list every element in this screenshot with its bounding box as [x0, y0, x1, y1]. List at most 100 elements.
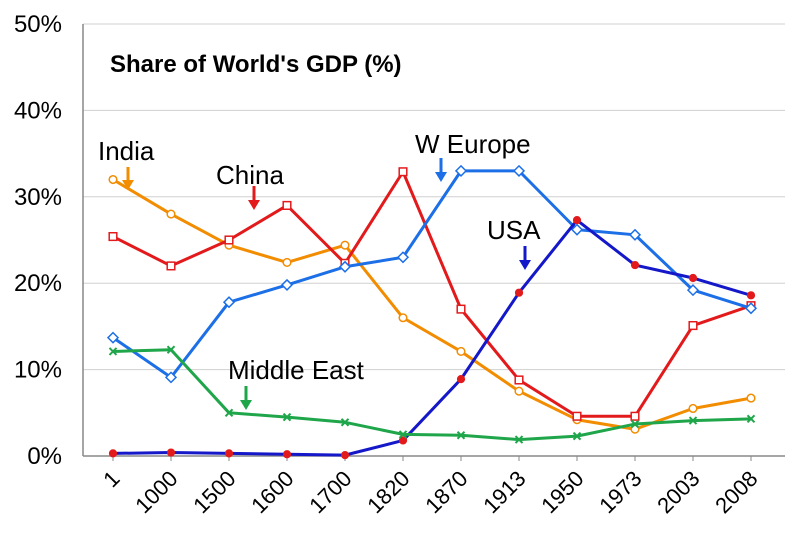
x-tick-label: 1973 — [594, 466, 646, 518]
annotation-arrowhead-china — [248, 200, 260, 210]
data-point-w-europe — [280, 278, 294, 291]
x-tick-label: 1820 — [362, 466, 414, 518]
x-tick-label: 1870 — [420, 466, 472, 518]
x-tick-label: 1700 — [304, 466, 356, 518]
x-tick-label: 1000 — [130, 466, 182, 518]
data-point-india — [514, 386, 524, 396]
annotation-arrowhead-middle-east — [240, 400, 252, 410]
data-point-middle-east — [572, 431, 582, 441]
data-point-china — [282, 200, 292, 210]
data-point-w-europe — [396, 251, 410, 264]
y-tick-label: 30% — [14, 184, 62, 211]
series-w-europe — [106, 164, 758, 384]
data-point-india — [456, 346, 466, 357]
series-line-india — [112, 178, 752, 431]
x-axis-ticks: 1 1000 1500 1600 1700 1820 1870 1913 1950 1973 200… — [98, 456, 763, 518]
y-tick-label: 20% — [14, 270, 62, 297]
annotation-arrowhead-india — [122, 180, 134, 190]
data-point-india — [746, 393, 756, 403]
x-tick-label: 1950 — [536, 466, 588, 518]
data-point-india — [166, 209, 176, 219]
data-point-india — [340, 240, 350, 250]
data-point-india — [688, 403, 698, 414]
series-line-china — [112, 170, 752, 418]
annotation-arrowhead-usa — [519, 260, 531, 270]
data-point-china — [398, 167, 408, 177]
data-point-w-europe — [512, 164, 526, 177]
data-point-middle-east — [456, 431, 466, 440]
x-tick-label: 2003 — [652, 466, 704, 518]
data-point-usa — [514, 288, 524, 297]
gridlines — [83, 23, 785, 371]
annotation-w-europe: W Europe — [415, 129, 531, 159]
x-tick-label: 1500 — [188, 466, 240, 518]
y-axis-ticks: 0% 10% 20% 30% 40% 50% — [14, 11, 62, 470]
data-point-w-europe — [106, 331, 120, 344]
data-point-usa — [340, 451, 350, 460]
data-point-china — [166, 261, 176, 271]
data-point-china — [514, 375, 524, 385]
data-point-china — [456, 304, 466, 314]
y-tick-label: 50% — [14, 11, 62, 38]
annotation-usa: USA — [487, 215, 541, 245]
series-china — [108, 167, 756, 421]
series-line-middle-east — [112, 348, 752, 442]
data-point-w-europe — [338, 260, 352, 273]
data-point-china — [108, 231, 118, 242]
data-point-china — [572, 411, 582, 421]
series-usa — [108, 216, 756, 460]
x-tick-label: 1913 — [478, 466, 530, 518]
annotation-middle-east: Middle East — [228, 355, 365, 385]
data-point-usa — [456, 375, 466, 384]
data-point-middle-east — [688, 416, 698, 425]
series-line-w-europe — [112, 169, 752, 379]
data-point-usa — [398, 436, 408, 445]
chart-title: Share of World's GDP (%) — [110, 51, 402, 78]
data-point-w-europe — [222, 296, 236, 309]
data-point-w-europe — [570, 223, 584, 236]
series-middle-east — [108, 345, 756, 444]
data-point-w-europe — [164, 371, 178, 384]
data-point-middle-east — [630, 419, 640, 429]
data-point-china — [688, 320, 698, 331]
y-tick-label: 10% — [14, 357, 62, 384]
axes — [82, 24, 785, 457]
data-point-w-europe — [628, 228, 642, 241]
data-point-india — [282, 257, 292, 268]
data-point-middle-east — [224, 408, 234, 418]
series-group — [106, 164, 758, 460]
data-point-china — [630, 411, 640, 421]
data-point-middle-east — [282, 412, 292, 422]
data-point-usa — [688, 273, 698, 283]
data-point-india — [108, 174, 118, 185]
annotation-india: India — [98, 136, 155, 166]
x-tick-label: 1 — [98, 466, 124, 492]
data-point-usa — [746, 291, 756, 300]
data-point-usa — [166, 448, 176, 457]
x-tick-label: 1600 — [246, 466, 298, 518]
data-point-middle-east — [340, 418, 350, 427]
y-tick-label: 40% — [14, 97, 62, 124]
data-point-china — [224, 235, 234, 245]
data-point-middle-east — [398, 430, 408, 439]
series-line-usa — [112, 218, 752, 457]
annotation-china: China — [216, 160, 284, 190]
data-point-usa — [224, 449, 234, 458]
annotations: India China W Europe USA Middle East — [98, 129, 541, 410]
annotation-arrowhead-w-europe — [435, 172, 447, 182]
data-point-usa — [630, 260, 640, 270]
data-point-middle-east — [514, 435, 524, 444]
data-point-w-europe — [686, 284, 700, 297]
data-point-india — [398, 313, 408, 323]
data-point-middle-east — [746, 414, 756, 424]
data-point-w-europe — [744, 302, 758, 315]
data-point-middle-east — [108, 347, 118, 356]
data-point-usa — [108, 449, 118, 458]
x-tick-label: 2008 — [710, 466, 762, 518]
data-point-w-europe — [454, 164, 468, 177]
data-point-usa — [572, 216, 582, 225]
data-point-usa — [282, 450, 292, 459]
y-tick-label: 0% — [27, 443, 62, 470]
